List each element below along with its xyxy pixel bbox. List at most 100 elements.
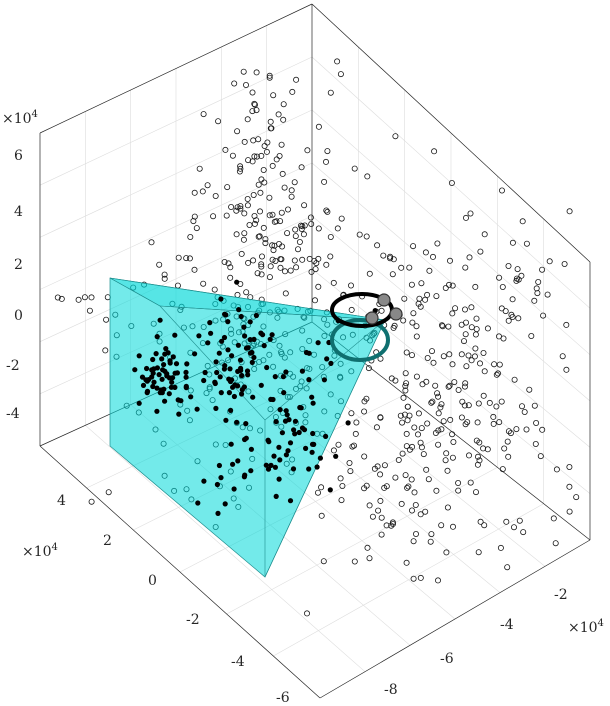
open-point xyxy=(428,531,435,538)
filled-point xyxy=(159,356,165,362)
open-point xyxy=(191,266,198,273)
open-point xyxy=(258,176,265,183)
filled-point xyxy=(321,377,327,383)
open-point xyxy=(472,489,479,496)
open-point xyxy=(494,370,501,377)
open-point xyxy=(269,242,276,249)
open-point xyxy=(471,353,478,360)
y-tick-label: -2 xyxy=(186,612,200,628)
open-point xyxy=(417,574,424,581)
open-point xyxy=(446,257,453,264)
open-point xyxy=(398,500,405,507)
filled-point xyxy=(244,368,251,374)
open-point xyxy=(422,508,429,515)
open-point xyxy=(347,468,354,475)
filled-point xyxy=(218,475,224,481)
open-point xyxy=(424,420,431,427)
filled-point xyxy=(298,405,304,411)
open-point xyxy=(448,179,455,186)
open-point xyxy=(250,191,257,198)
open-point xyxy=(496,361,503,368)
filled-point xyxy=(239,372,245,379)
open-point xyxy=(199,188,206,195)
filled-point xyxy=(213,405,219,411)
open-point xyxy=(268,125,275,132)
open-point xyxy=(227,264,234,271)
open-point xyxy=(327,89,334,96)
filled-point xyxy=(226,390,232,396)
open-point xyxy=(430,359,437,366)
open-point xyxy=(435,410,442,417)
open-point xyxy=(520,529,527,536)
open-point xyxy=(242,82,249,89)
filled-point xyxy=(243,435,249,441)
open-point xyxy=(434,577,441,584)
open-point xyxy=(561,260,568,267)
open-point xyxy=(284,206,291,213)
filled-point xyxy=(276,476,282,482)
filled-point xyxy=(231,393,237,400)
open-point xyxy=(403,559,410,566)
open-point xyxy=(400,394,407,401)
open-point xyxy=(88,294,95,301)
open-point xyxy=(374,463,381,470)
open-point xyxy=(535,278,542,285)
open-point xyxy=(438,401,445,408)
open-point xyxy=(533,419,540,426)
open-point xyxy=(210,213,217,220)
open-point xyxy=(434,390,441,397)
open-point xyxy=(330,447,337,454)
open-point xyxy=(301,202,308,209)
open-point xyxy=(330,279,337,286)
open-point xyxy=(406,446,413,453)
open-point xyxy=(513,277,520,284)
open-point xyxy=(237,163,244,170)
open-point xyxy=(401,295,408,302)
open-point xyxy=(521,408,528,415)
open-point xyxy=(429,398,436,405)
open-point xyxy=(322,158,329,165)
open-point xyxy=(291,257,298,264)
open-point xyxy=(474,461,481,468)
x-tick-label: -6 xyxy=(440,651,454,667)
open-point xyxy=(222,146,229,153)
filled-point xyxy=(273,419,279,425)
open-point xyxy=(388,522,395,529)
open-point xyxy=(204,182,211,189)
open-point xyxy=(350,442,357,449)
open-point xyxy=(156,261,163,268)
open-point xyxy=(501,445,508,452)
open-point xyxy=(324,148,331,155)
open-point xyxy=(315,283,322,290)
filled-point xyxy=(229,353,235,359)
open-point xyxy=(412,531,419,538)
open-point xyxy=(553,466,560,473)
camera-rings xyxy=(330,292,403,362)
open-point xyxy=(476,439,483,446)
open-point xyxy=(429,253,436,260)
open-point xyxy=(423,466,430,473)
filled-point xyxy=(157,317,163,323)
open-point xyxy=(292,233,299,240)
open-point xyxy=(531,297,538,304)
x-tick-label: -4 xyxy=(500,617,514,633)
camera-frustum xyxy=(109,277,386,578)
open-point xyxy=(388,375,395,382)
open-point xyxy=(270,92,277,99)
filled-point xyxy=(291,427,297,433)
grid-lines xyxy=(39,25,591,672)
open-point xyxy=(383,522,390,529)
y-tick-label: 4 xyxy=(57,493,66,509)
z-tick-label: 4 xyxy=(14,204,23,220)
open-point xyxy=(249,108,256,115)
open-point xyxy=(389,271,396,278)
open-point xyxy=(490,420,497,427)
filled-point xyxy=(156,372,162,378)
open-point xyxy=(410,243,417,250)
filled-point xyxy=(151,379,157,385)
open-point xyxy=(481,522,488,529)
open-point xyxy=(246,221,253,228)
filled-point xyxy=(258,382,264,388)
filled-point xyxy=(166,375,173,381)
filled-point xyxy=(136,400,142,406)
